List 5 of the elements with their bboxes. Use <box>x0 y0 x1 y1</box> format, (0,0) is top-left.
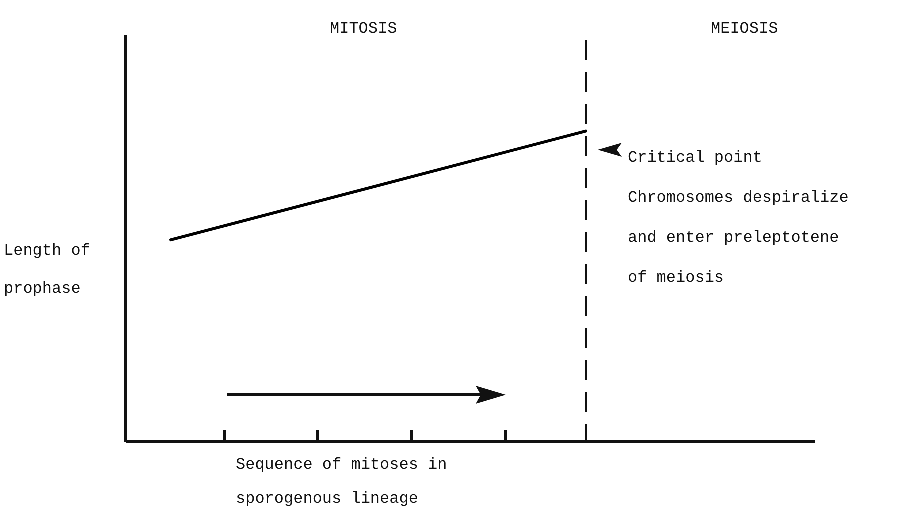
text: MITOSIS <box>330 20 398 38</box>
text: Length of prophase <box>4 242 90 298</box>
text: MEIOSIS <box>711 20 778 38</box>
x-axis-title: Sequence of mitoses in sporogenous lineage <box>236 455 448 510</box>
text: Critical point Chromosomes despiralize and enter preleptotene of meiosis <box>628 149 849 287</box>
